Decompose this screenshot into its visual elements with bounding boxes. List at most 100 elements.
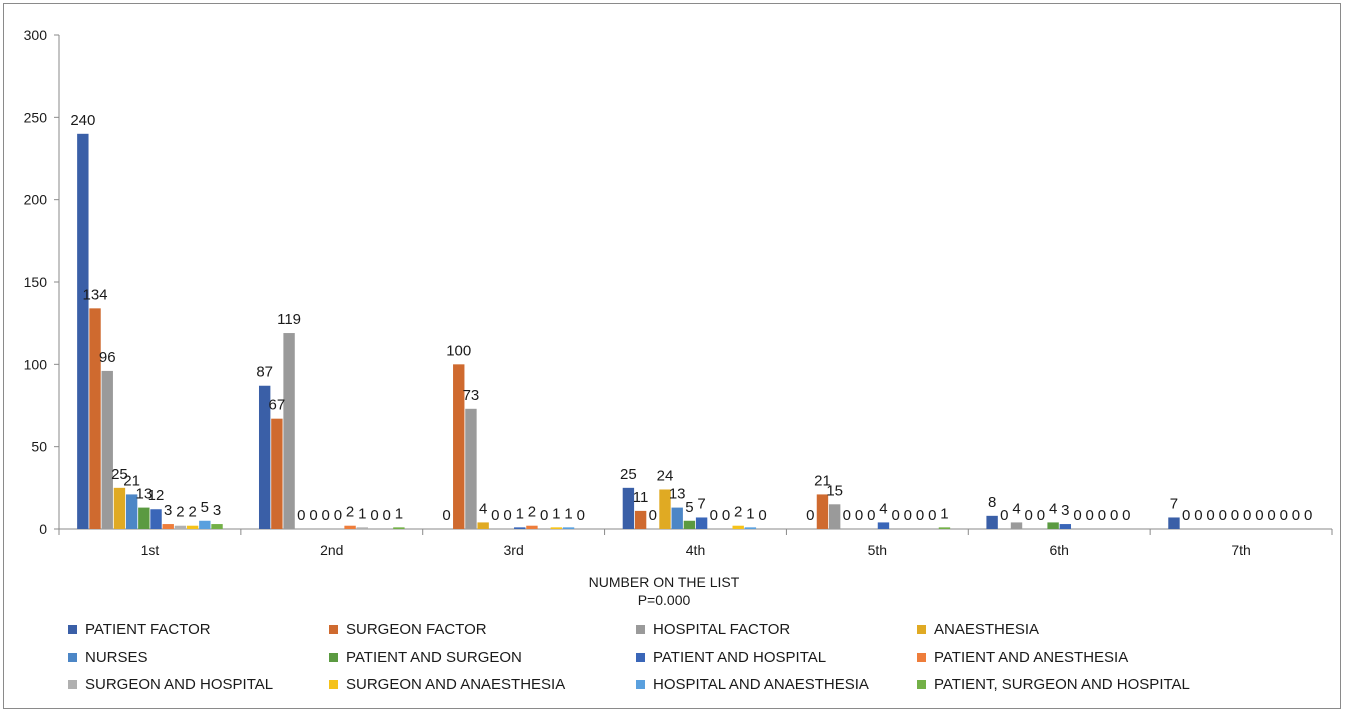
data-label-surgeon-factor-3rd: 100 [446, 342, 471, 359]
data-label-surgeon-and-hospital-2nd: 1 [358, 505, 366, 522]
legend-swatch [329, 653, 338, 662]
data-label-patient-and-hospital-2nd: 0 [334, 507, 342, 524]
data-label-surgeon-and-hospital-7th: 0 [1267, 507, 1275, 524]
y-tick-label: 0 [39, 521, 47, 537]
data-label-hospital-and-anaesthesia-2nd: 0 [383, 507, 391, 524]
data-label-patient-factor-4th: 25 [620, 466, 637, 483]
data-label-patient-and-anesthesia-7th: 0 [1255, 507, 1263, 524]
data-label-anaesthesia-3rd: 4 [479, 500, 487, 517]
bar-patient-and-hospital-5th [877, 522, 890, 529]
data-label-patient-and-anesthesia-2nd: 2 [346, 504, 354, 521]
data-label-surgeon-and-anaesthesia-1st: 2 [188, 504, 196, 521]
data-label-patient-and-anesthesia-1st: 3 [164, 502, 172, 519]
y-tick-label: 100 [24, 356, 48, 372]
data-label-patient-and-surgeon-3rd: 0 [503, 507, 511, 524]
data-label-patient-surgeon-and-hospital-7th: 0 [1304, 507, 1312, 524]
bar-hospital-and-anaesthesia-3rd [562, 527, 575, 529]
data-label-surgeon-and-hospital-3rd: 0 [540, 507, 548, 524]
data-label-patient-and-anesthesia-4th: 0 [710, 507, 718, 524]
bar-patient-and-anesthesia-1st [162, 524, 174, 529]
legend-swatch [68, 680, 77, 689]
data-label-hospital-factor-5th: 15 [826, 482, 843, 499]
y-tick-label: 50 [31, 439, 47, 455]
legend-swatch [68, 653, 77, 662]
legend-swatch [917, 653, 926, 662]
bar-anaesthesia-4th [659, 489, 671, 529]
legend-item-patient-factor: PATIENT FACTOR [68, 621, 211, 638]
bar-hospital-factor-2nd [283, 333, 295, 529]
legend-item-patient-surgeon-and-hospital: PATIENT, SURGEON AND HOSPITAL [917, 676, 1190, 693]
legend-label: HOSPITAL FACTOR [653, 621, 790, 638]
legend-swatch [329, 680, 338, 689]
bar-patient-and-surgeon-6th [1047, 522, 1059, 529]
data-label-hospital-factor-6th: 4 [1012, 500, 1020, 517]
data-label-anaesthesia-4th: 24 [657, 467, 674, 484]
data-label-surgeon-and-anaesthesia-4th: 2 [734, 504, 742, 521]
legend: PATIENT FACTOR SURGEON FACTOR HOSPITAL FAC… [68, 621, 1190, 693]
bar-hospital-factor-5th [828, 504, 841, 529]
data-label-patient-surgeon-and-hospital-1st: 3 [213, 502, 221, 519]
legend-label: PATIENT AND ANESTHESIA [934, 649, 1128, 666]
bar-surgeon-factor-4th [634, 510, 647, 529]
legend-swatch [636, 680, 645, 689]
data-label-surgeon-and-hospital-4th: 0 [722, 507, 730, 524]
data-label-surgeon-factor-4th: 11 [633, 489, 649, 506]
data-label-patient-surgeon-and-hospital-3rd: 0 [577, 507, 585, 524]
data-label-nurses-3rd: 0 [491, 507, 499, 524]
x-tick-label-7th: 7th [1231, 542, 1250, 558]
legend-item-surgeon-and-hospital: SURGEON AND HOSPITAL [68, 676, 273, 693]
data-label-hospital-factor-1st: 96 [99, 349, 116, 366]
legend-label: HOSPITAL AND ANAESTHESIA [653, 676, 869, 693]
bar-surgeon-factor-5th [816, 494, 829, 529]
x-tick-label-6th: 6th [1049, 542, 1068, 558]
legend-label: PATIENT AND HOSPITAL [653, 649, 826, 666]
data-label-anaesthesia-5th: 0 [843, 507, 851, 524]
data-label-nurses-6th: 0 [1037, 507, 1045, 524]
bar-patient-and-surgeon-1st [138, 507, 150, 529]
data-label-hospital-and-anaesthesia-3rd: 1 [564, 505, 572, 522]
data-label-patient-factor-6th: 8 [988, 494, 996, 511]
legend-swatch [917, 680, 926, 689]
legend-label: PATIENT, SURGEON AND HOSPITAL [934, 676, 1190, 693]
data-label-surgeon-factor-7th: 0 [1182, 507, 1190, 524]
bar-patient-and-anesthesia-2nd [344, 525, 356, 529]
data-label-hospital-and-anaesthesia-4th: 1 [746, 505, 754, 522]
data-label-hospital-factor-2nd: 119 [277, 311, 301, 328]
bar-patient-and-surgeon-4th [683, 520, 696, 529]
bar-patient-surgeon-and-hospital-2nd [393, 527, 405, 529]
data-label-patient-factor-2nd: 87 [256, 364, 273, 381]
data-label-patient-and-hospital-5th: 4 [879, 500, 887, 517]
data-label-hospital-and-anaesthesia-7th: 0 [1292, 507, 1300, 524]
data-label-surgeon-and-hospital-1st: 2 [176, 504, 184, 521]
bar-patient-surgeon-and-hospital-1st [211, 524, 223, 529]
data-label-patient-surgeon-and-hospital-2nd: 1 [395, 505, 403, 522]
data-label-nurses-5th: 0 [855, 507, 863, 524]
data-label-patient-and-surgeon-7th: 0 [1231, 507, 1239, 524]
bar-nurses-4th [671, 507, 683, 529]
data-label-patient-and-surgeon-5th: 0 [867, 507, 875, 524]
x-tick-label-2nd: 2nd [320, 542, 343, 558]
bar-anaesthesia-3rd [477, 522, 489, 529]
bar-surgeon-and-anaesthesia-3rd [550, 527, 563, 529]
bar-patient-factor-1st [77, 133, 89, 530]
y-tick-label: 250 [24, 109, 48, 125]
data-label-anaesthesia-1st: 25 [111, 466, 128, 483]
data-label-surgeon-factor-5th: 21 [814, 472, 831, 489]
legend-label: SURGEON AND ANAESTHESIA [346, 676, 565, 693]
bar-surgeon-and-anaesthesia-4th [732, 525, 744, 529]
legend-item-patient-and-hospital: PATIENT AND HOSPITAL [636, 649, 826, 666]
legend-item-surgeon-and-anaesthesia: SURGEON AND ANAESTHESIA [329, 676, 565, 693]
bar-patient-factor-7th [1168, 517, 1180, 529]
data-label-surgeon-and-anaesthesia-6th: 0 [1098, 507, 1106, 524]
legend-item-hospital-and-anaesthesia: HOSPITAL AND ANAESTHESIA [636, 676, 869, 693]
data-label-hospital-factor-7th: 0 [1194, 507, 1202, 524]
bar-hospital-factor-3rd [465, 408, 477, 529]
y-tick-label: 200 [24, 192, 48, 208]
x-axis-subtitle: P=0.000 [638, 592, 691, 608]
data-label-patient-and-surgeon-4th: 5 [685, 499, 693, 516]
x-tick-label-5th: 5th [868, 542, 887, 558]
x-axis-title: NUMBER ON THE LIST [589, 574, 740, 590]
data-label-patient-factor-7th: 7 [1170, 495, 1178, 512]
bar-patient-and-hospital-6th [1059, 524, 1072, 529]
